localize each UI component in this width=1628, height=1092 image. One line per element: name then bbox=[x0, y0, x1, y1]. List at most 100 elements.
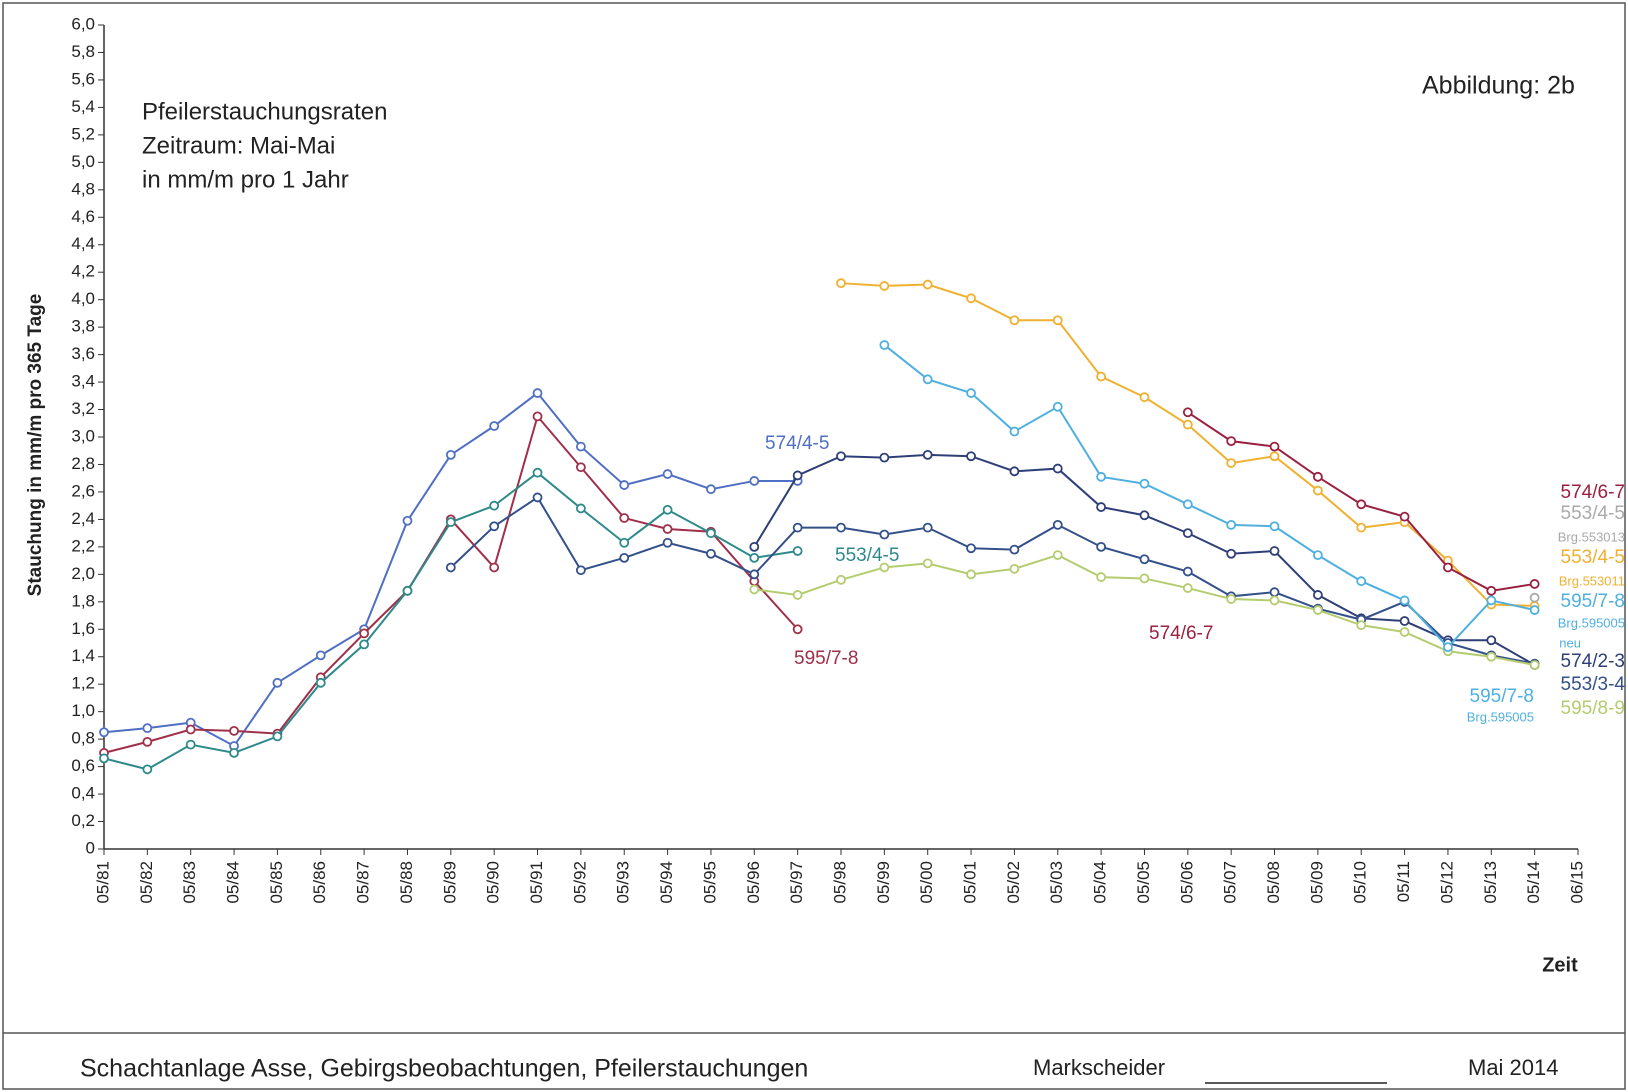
series-line bbox=[840, 282, 1535, 607]
data-point bbox=[1269, 595, 1280, 606]
annotation: 574/6-7 bbox=[1149, 623, 1213, 644]
y-tick-label: 6,0 bbox=[71, 14, 95, 33]
data-point bbox=[1139, 392, 1150, 403]
data-point bbox=[272, 731, 283, 742]
data-point bbox=[922, 449, 933, 460]
y-tick-label: 4,2 bbox=[71, 262, 95, 281]
data-point bbox=[402, 515, 413, 526]
data-point bbox=[792, 470, 803, 481]
data-point bbox=[1052, 463, 1063, 474]
annotation: 595/7-8 bbox=[1561, 591, 1625, 612]
data-point bbox=[966, 543, 976, 554]
x-tick-label: 05/10 bbox=[1351, 861, 1370, 904]
y-tick-label: 2,0 bbox=[71, 564, 95, 583]
data-point bbox=[1486, 635, 1497, 646]
x-tick-label: 05/89 bbox=[440, 861, 459, 904]
y-tick-label: 0,4 bbox=[71, 784, 95, 803]
data-point bbox=[532, 467, 543, 478]
x-tick-label: 06/15 bbox=[1567, 861, 1586, 904]
data-point bbox=[575, 503, 586, 514]
data-point bbox=[749, 552, 760, 563]
x-tick-label: 05/81 bbox=[93, 861, 112, 904]
data-point bbox=[489, 562, 500, 573]
annotation: 574/4-5 bbox=[765, 433, 829, 454]
data-point bbox=[836, 574, 846, 585]
x-tick-label: 05/07 bbox=[1221, 861, 1240, 904]
data-point bbox=[1443, 562, 1453, 573]
series-line bbox=[450, 496, 1535, 665]
y-tick-label: 5,6 bbox=[71, 69, 95, 88]
data-point bbox=[229, 725, 239, 736]
x-tick-label: 05/00 bbox=[917, 861, 936, 904]
x-tick-label: 05/83 bbox=[180, 861, 199, 904]
data-point bbox=[836, 451, 846, 462]
data-point bbox=[1139, 554, 1150, 565]
data-point bbox=[1139, 510, 1150, 521]
annotation: 553/3-4 bbox=[1561, 674, 1626, 695]
y-tick-label: 3,0 bbox=[71, 426, 95, 445]
data-point bbox=[749, 584, 760, 595]
data-point bbox=[792, 624, 803, 635]
annotation: 595/8-9 bbox=[1561, 698, 1625, 719]
data-point bbox=[1182, 528, 1193, 539]
data-point bbox=[99, 727, 109, 738]
data-point bbox=[489, 421, 500, 431]
data-point bbox=[662, 469, 673, 479]
data-point bbox=[1312, 590, 1323, 600]
data-point bbox=[836, 522, 846, 533]
data-point bbox=[619, 537, 630, 548]
data-point bbox=[1399, 511, 1410, 522]
data-point bbox=[619, 513, 630, 523]
y-tick-label: 5,8 bbox=[71, 42, 95, 61]
data-point bbox=[1052, 315, 1063, 326]
data-point bbox=[966, 569, 976, 580]
data-point bbox=[1226, 458, 1237, 468]
title-line: Pfeilerstauchungsraten bbox=[142, 98, 387, 125]
data-point bbox=[1182, 407, 1193, 418]
data-point bbox=[1009, 563, 1020, 574]
data-point bbox=[1052, 401, 1063, 412]
data-point bbox=[1486, 585, 1497, 596]
figure-label: Abbildung: 2b bbox=[1422, 72, 1575, 100]
y-tick-label: 1,8 bbox=[71, 591, 95, 610]
data-point bbox=[1312, 471, 1323, 482]
data-point bbox=[1096, 502, 1107, 512]
y-tick-label: 0,2 bbox=[71, 811, 95, 830]
data-point bbox=[532, 411, 543, 422]
y-tick-label: 1,4 bbox=[71, 646, 95, 665]
data-point bbox=[1052, 550, 1063, 561]
data-point bbox=[1312, 605, 1323, 615]
x-tick-label: 05/91 bbox=[527, 861, 546, 904]
data-point bbox=[1486, 651, 1497, 662]
data-point bbox=[1139, 573, 1150, 584]
data-point bbox=[879, 529, 890, 540]
data-point bbox=[922, 558, 933, 569]
x-tick-label: 05/90 bbox=[484, 861, 503, 904]
y-tick-label: 5,2 bbox=[71, 124, 95, 143]
x-tick-label: 05/01 bbox=[961, 861, 980, 904]
data-point bbox=[1356, 522, 1367, 533]
annotation: 595/7-8 bbox=[1470, 686, 1534, 707]
data-point bbox=[575, 462, 586, 473]
y-tick-label: 2,8 bbox=[71, 454, 95, 473]
data-point bbox=[922, 279, 933, 290]
data-point bbox=[575, 565, 586, 576]
data-point bbox=[1096, 371, 1107, 382]
data-point bbox=[489, 521, 500, 532]
data-point bbox=[1226, 519, 1237, 530]
y-tick-label: 3,6 bbox=[71, 344, 95, 363]
data-point bbox=[272, 677, 283, 688]
data-point bbox=[445, 449, 456, 460]
x-axis-label: Zeit bbox=[1542, 954, 1578, 976]
data-point bbox=[966, 451, 976, 462]
series-line bbox=[754, 554, 1535, 666]
data-point bbox=[662, 504, 673, 515]
data-point bbox=[315, 650, 326, 661]
annotation: 574/2-3 bbox=[1561, 651, 1625, 672]
x-tick-label: 05/06 bbox=[1177, 861, 1196, 904]
data-point bbox=[1009, 426, 1020, 437]
annotation: Brg.595005 bbox=[1467, 709, 1534, 724]
data-point bbox=[619, 480, 630, 490]
title-line: Zeitraum: Mai-Mai bbox=[142, 132, 335, 159]
